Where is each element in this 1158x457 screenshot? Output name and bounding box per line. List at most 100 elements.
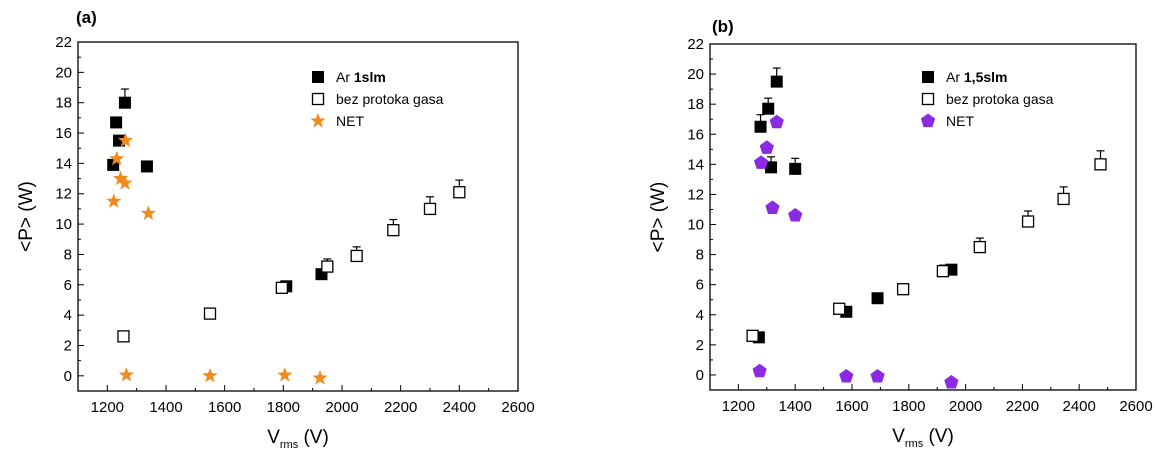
y-tick-label: 8 — [696, 247, 704, 264]
data-point — [788, 208, 803, 222]
data-point — [140, 205, 157, 220]
legend-entry: NET — [946, 113, 974, 129]
x-tick-label: 1200 — [722, 398, 755, 415]
x-tick-label: 1400 — [779, 398, 812, 415]
data-point — [871, 292, 884, 305]
data-point — [759, 140, 774, 154]
x-axis-title: Vrms (V) — [892, 426, 954, 450]
y-axis-title: <P> (W) — [648, 182, 669, 253]
legend-marker — [921, 92, 935, 106]
legend-entry: bez protoka gasa — [336, 91, 444, 107]
data-point — [789, 162, 802, 175]
y-tick-label: 12 — [55, 186, 72, 203]
legend-marker — [311, 92, 325, 106]
y-axis-title: <P> (W) — [16, 181, 37, 252]
x-tick-label: 1800 — [267, 399, 300, 416]
data-point — [117, 330, 130, 343]
panel-label: (b) — [712, 17, 734, 36]
y-tick-label: 2 — [64, 337, 72, 354]
y-tick-label: 8 — [64, 246, 72, 263]
data-point — [117, 132, 134, 148]
y-tick-label: 6 — [64, 277, 72, 294]
y-tick-label: 14 — [687, 156, 704, 173]
legend-marker — [920, 113, 936, 128]
data-point — [753, 155, 769, 169]
data-point — [202, 367, 218, 383]
data-point — [321, 260, 334, 273]
data-point — [752, 363, 767, 378]
legend-marker — [310, 113, 326, 128]
x-tick-label: 2600 — [1119, 398, 1152, 415]
data-point — [754, 120, 767, 133]
series-2 — [117, 179, 466, 343]
y-tick-label: 22 — [687, 36, 704, 53]
data-point — [275, 281, 289, 294]
series-3 — [106, 132, 328, 385]
data-point — [112, 170, 129, 186]
data-point — [1057, 192, 1070, 206]
data-point — [973, 240, 986, 254]
data-point — [944, 374, 959, 389]
plot-frame — [77, 41, 519, 392]
x-tick-label: 1400 — [149, 399, 182, 416]
legend-marker — [312, 71, 324, 83]
x-tick-label: 1600 — [208, 399, 241, 416]
data-point — [765, 200, 780, 215]
y-tick-label: 12 — [687, 186, 704, 203]
legend-marker — [922, 71, 934, 83]
data-point — [896, 283, 910, 296]
panel-label: (a) — [76, 8, 97, 27]
data-point — [746, 329, 759, 342]
x-tick-label: 2400 — [443, 399, 476, 416]
y-tick-label: 20 — [687, 66, 704, 83]
data-point — [453, 186, 466, 199]
y-tick-label: 20 — [55, 64, 72, 81]
y-tick-label: 16 — [687, 126, 704, 143]
series-2 — [746, 150, 1107, 342]
data-point — [117, 175, 133, 190]
x-tick-label: 1600 — [835, 398, 868, 415]
x-tick-label: 2200 — [384, 399, 417, 416]
data-point — [277, 367, 293, 382]
x-tick-label: 2200 — [1006, 398, 1039, 415]
chart-panel-a: 1200 1400 1600 1800 2000 2200 2400 2600 0 2 4 6 8 10 1… — [16, 8, 535, 451]
data-point — [769, 114, 784, 129]
data-point — [350, 249, 363, 263]
y-tick-label: 22 — [55, 34, 72, 51]
legend-entry: Ar 1,5slm — [946, 69, 1007, 85]
data-point — [765, 161, 778, 174]
y-tick-label: 6 — [696, 277, 704, 294]
legend-entry: Ar 1slm — [336, 69, 386, 85]
legend-entry: bez protoka gasa — [946, 91, 1054, 107]
x-tick-label: 2000 — [325, 399, 358, 416]
y-tick-label: 2 — [696, 337, 704, 354]
data-point — [423, 202, 437, 216]
x-tick-label: 2600 — [501, 399, 534, 416]
data-point — [936, 265, 950, 278]
x-tick-label: 2000 — [949, 398, 982, 415]
legend: Ar 1slm bez protoka gasa NET — [310, 69, 444, 129]
series-1 — [107, 88, 328, 293]
y-tick-label: 10 — [55, 216, 72, 233]
data-point — [203, 307, 217, 320]
y-tick-label: 18 — [687, 96, 704, 113]
data-point — [387, 224, 400, 237]
x-tick-label: 2400 — [1063, 398, 1096, 415]
series-1 — [752, 67, 958, 344]
y-tick-label: 4 — [696, 307, 704, 324]
x-axis-title: Vrms (V) — [267, 427, 329, 451]
y-tick-label: 14 — [55, 155, 72, 172]
y-tick-label: 0 — [696, 367, 704, 384]
x-tick-label: 1200 — [91, 399, 124, 416]
chart-panel-b: 1200 1400 1600 1800 2000 2200 2400 2600 0 2 4 6 8 10 1… — [648, 17, 1153, 450]
data-point — [109, 150, 125, 166]
data-point — [106, 193, 122, 208]
series-3 — [752, 114, 959, 389]
y-tick-label: 0 — [64, 368, 72, 385]
data-point — [839, 368, 854, 383]
data-point — [312, 370, 328, 385]
y-tick-label: 16 — [55, 125, 72, 142]
data-point — [833, 302, 846, 315]
data-point — [1021, 215, 1035, 228]
